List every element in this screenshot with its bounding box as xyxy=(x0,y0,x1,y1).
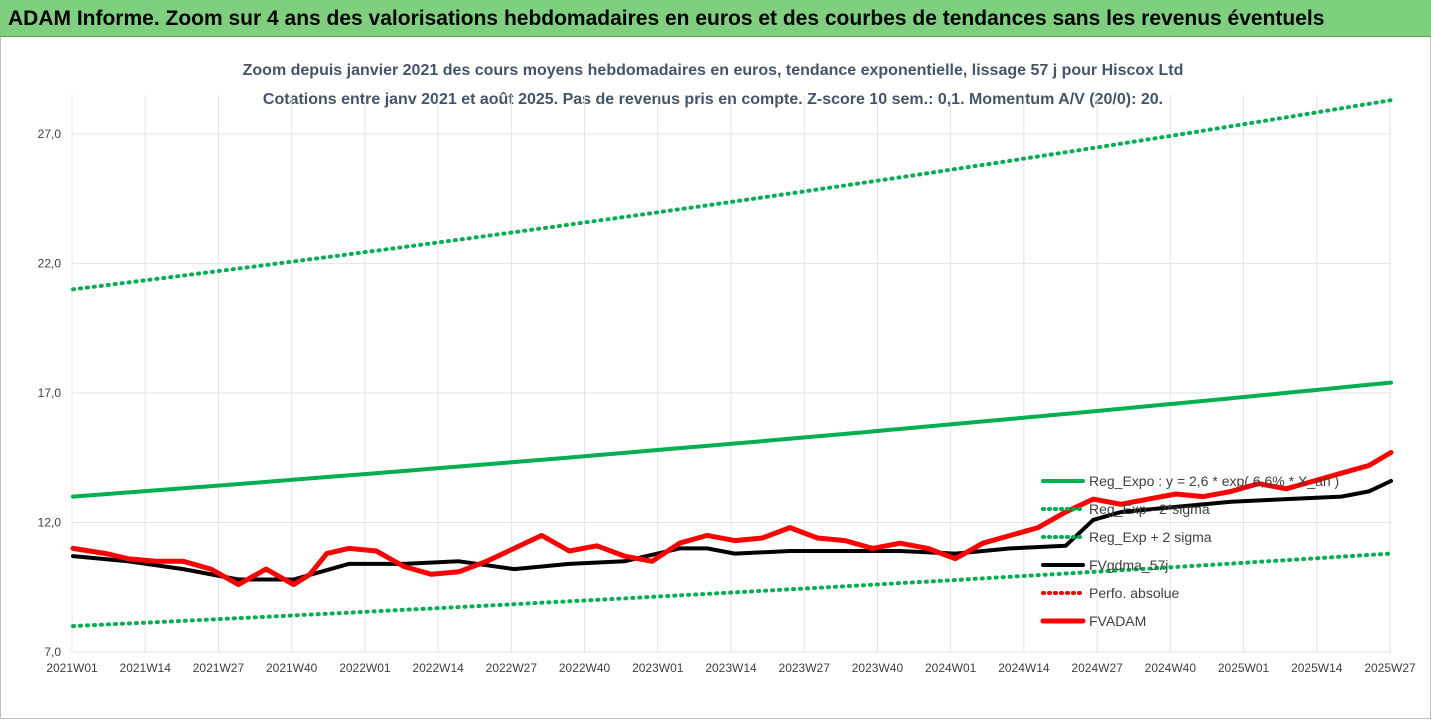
y-tick-label: 7,0 xyxy=(44,645,61,659)
y-tick-label: 22,0 xyxy=(38,256,62,270)
chart-subtitle: Cotations entre janv 2021 et août 2025. … xyxy=(263,91,1163,108)
legend-label: Reg_Expo : y = 2,6 * exp( 6,6% * X_an ) xyxy=(1089,473,1339,489)
reg-exp-minus-2sigma-line xyxy=(71,551,1393,629)
chart-legend: Reg_Expo : y = 2,6 * exp( 6,6% * X_an ) R… xyxy=(1040,473,1339,629)
reg-exp-plus-2sigma-line xyxy=(71,98,1393,292)
x-tick-label: 2022W27 xyxy=(486,661,538,675)
series-lines xyxy=(70,98,1394,629)
x-tick-label: 2022W40 xyxy=(559,661,611,675)
x-tick-label: 2021W40 xyxy=(266,661,318,675)
y-axis-ticks: 7,0 12,0 17,0 22,0 27,0 xyxy=(38,127,62,659)
x-tick-label: 2021W01 xyxy=(46,661,98,675)
legend-label: FVgdma_57j xyxy=(1089,557,1168,573)
x-tick-label: 2024W40 xyxy=(1145,661,1197,675)
x-tick-label: 2023W14 xyxy=(705,661,757,675)
legend-label: Reg_Exp + 2 sigma xyxy=(1089,529,1212,545)
legend-label: FVADAM xyxy=(1089,613,1146,629)
reg-expo-line xyxy=(71,380,1393,499)
y-tick-label: 17,0 xyxy=(38,386,62,400)
line-chart: Zoom depuis janvier 2021 des cours moyen… xyxy=(38,62,1416,675)
legend-label: Perfo. absolue xyxy=(1089,585,1179,601)
x-tick-label: 2021W14 xyxy=(120,661,172,675)
y-tick-label: 27,0 xyxy=(38,127,62,141)
x-tick-label: 2025W14 xyxy=(1291,661,1343,675)
chart-frame: Zoom depuis janvier 2021 des cours moyen… xyxy=(0,37,1431,719)
x-tick-label: 2025W27 xyxy=(1364,661,1416,675)
x-tick-label: 2024W01 xyxy=(925,661,977,675)
legend-label: Reg_Exp - 2*sigma xyxy=(1089,501,1210,517)
y-tick-label: 12,0 xyxy=(38,515,62,529)
x-tick-label: 2025W01 xyxy=(1218,661,1270,675)
x-tick-label: 2022W01 xyxy=(339,661,391,675)
x-tick-label: 2022W14 xyxy=(412,661,464,675)
x-axis-ticks: 2021W01 2021W14 2021W27 2021W40 2022W01 2022W… xyxy=(46,661,1416,675)
x-tick-label: 2023W01 xyxy=(632,661,684,675)
fvadam-line xyxy=(70,450,1394,588)
chart-title: Zoom depuis janvier 2021 des cours moyen… xyxy=(243,62,1184,79)
x-tick-label: 2024W27 xyxy=(1071,661,1123,675)
report-banner-title: ADAM Informe. Zoom sur 4 ans des valoris… xyxy=(0,0,1431,37)
x-tick-label: 2024W14 xyxy=(998,661,1050,675)
x-tick-label: 2023W27 xyxy=(779,661,831,675)
x-tick-label: 2021W27 xyxy=(193,661,245,675)
x-tick-label: 2023W40 xyxy=(852,661,904,675)
fvgdma-57j-line xyxy=(71,479,1393,582)
